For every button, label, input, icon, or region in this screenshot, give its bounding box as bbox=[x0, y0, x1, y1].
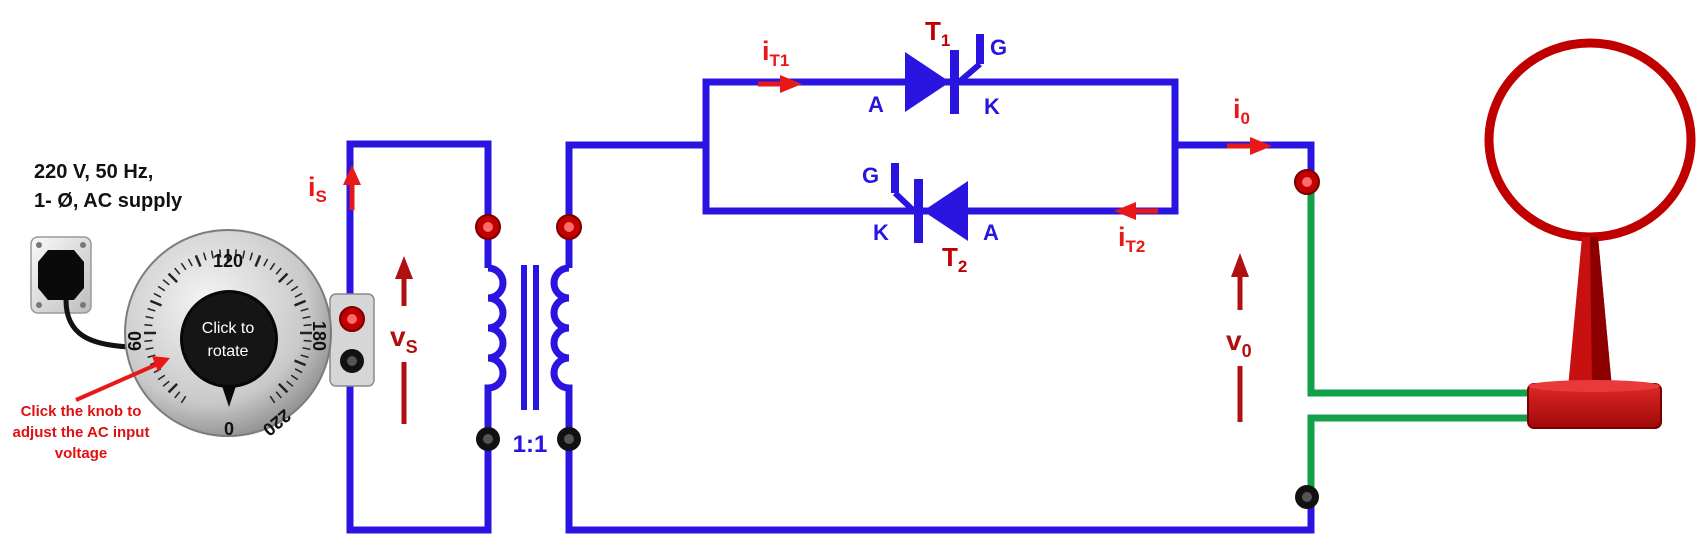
dial-label-120: 120 bbox=[213, 251, 243, 271]
transformer-core-right bbox=[533, 265, 539, 410]
dial-tick bbox=[144, 324, 153, 327]
dial-tick bbox=[145, 347, 154, 351]
dial-tick bbox=[194, 254, 202, 267]
dial-tick bbox=[294, 299, 307, 307]
supply-line-2: 1- Ø, AC supply bbox=[34, 190, 183, 212]
supply-cable bbox=[63, 299, 131, 350]
secondary-coil bbox=[550, 264, 573, 438]
dial-tick bbox=[174, 267, 181, 275]
dial-ticks bbox=[144, 249, 312, 404]
dial-tick bbox=[286, 380, 294, 387]
dial-tick bbox=[145, 315, 154, 319]
t2-anode-label: A bbox=[983, 220, 999, 245]
t1-anode-label: A bbox=[868, 92, 884, 117]
dial-tick bbox=[275, 267, 282, 275]
turns-ratio: 1:1 bbox=[513, 431, 548, 458]
dial-tick bbox=[147, 307, 156, 312]
dial-tick bbox=[286, 279, 294, 286]
probe-leads bbox=[1307, 182, 1530, 500]
rotate-knob-label[interactable]: Click to rotate bbox=[201, 320, 255, 360]
io-label: i0 bbox=[1233, 94, 1250, 128]
dial-tick bbox=[302, 315, 311, 319]
supply-line-1: 220 V, 50 Hz, bbox=[34, 161, 154, 183]
transformer-core-left bbox=[521, 265, 527, 410]
it1-label: iT1 bbox=[762, 36, 789, 70]
t2-gate-label: G bbox=[862, 163, 879, 188]
dial-tick bbox=[157, 374, 166, 381]
dial-tick bbox=[254, 254, 262, 267]
rotate-knob[interactable] bbox=[180, 290, 278, 407]
dial-label-60: 60 bbox=[125, 331, 145, 351]
t2-cathode-label: K bbox=[873, 220, 889, 245]
supply-spec-label: 220 V, 50 Hz, 1- Ø, AC supply bbox=[34, 158, 182, 216]
dial-tick bbox=[278, 272, 289, 283]
probe-loop bbox=[1484, 38, 1696, 429]
dial-tick bbox=[294, 368, 303, 374]
current-it2: iT2 bbox=[1114, 202, 1158, 256]
voltage-vs: vS bbox=[390, 256, 418, 424]
dial-label-180: 180 bbox=[309, 321, 329, 351]
probe-ring bbox=[1484, 38, 1696, 242]
vo-label: v0 bbox=[1226, 325, 1252, 361]
transformer: 1:1 bbox=[484, 238, 573, 458]
dial-tick bbox=[210, 250, 214, 259]
dial-tick bbox=[219, 249, 222, 258]
current-is: iS bbox=[308, 165, 361, 210]
thyristor-t1: T1 A K G bbox=[868, 16, 1007, 119]
power-socket bbox=[30, 236, 131, 350]
dial-tick bbox=[187, 258, 193, 267]
dial-tick bbox=[303, 324, 312, 327]
vs-label: vS bbox=[390, 321, 418, 357]
t1-cathode-label: K bbox=[984, 94, 1000, 119]
dial-tick bbox=[290, 285, 299, 292]
primary-loop-wire bbox=[346, 140, 492, 534]
dial-tick bbox=[300, 307, 309, 312]
primary-coil bbox=[484, 264, 507, 438]
variac: 120 60 180 0 220 bbox=[124, 229, 375, 440]
dial-tick bbox=[249, 252, 254, 261]
dial-tick bbox=[278, 383, 289, 394]
hint-arrow bbox=[75, 356, 170, 402]
dial-tick bbox=[144, 339, 153, 342]
knob-hint-text: Click the knob to adjust the AC input vo… bbox=[12, 403, 150, 462]
dial-tick bbox=[263, 258, 269, 267]
dial-tick bbox=[180, 262, 187, 271]
dial-tick bbox=[174, 391, 181, 399]
is-label: iS bbox=[308, 172, 327, 206]
dial-tick bbox=[162, 380, 170, 387]
t2-label: T2 bbox=[942, 242, 967, 276]
t1-label: T1 bbox=[925, 16, 950, 50]
thyristor-t2: T2 A K G bbox=[862, 163, 999, 276]
dial-tick bbox=[302, 347, 311, 351]
terminals bbox=[475, 169, 1320, 509]
dial-tick bbox=[269, 395, 276, 404]
dial-tick bbox=[162, 279, 170, 286]
dial-tick bbox=[234, 249, 237, 258]
dial-tick bbox=[180, 395, 187, 404]
voltage-vo: v0 bbox=[1226, 253, 1252, 422]
dial-tick bbox=[269, 262, 276, 271]
dial-tick bbox=[202, 252, 207, 261]
dial-tick bbox=[294, 359, 307, 367]
secondary-loop-wire bbox=[565, 78, 1315, 534]
dial-tick bbox=[300, 354, 309, 359]
dial-tick bbox=[275, 391, 282, 399]
dial-tick bbox=[303, 339, 312, 342]
it2-label: iT2 bbox=[1118, 222, 1145, 256]
current-io: i0 bbox=[1227, 94, 1272, 155]
t1-gate-label: G bbox=[990, 35, 1007, 60]
dial-tick bbox=[157, 285, 166, 292]
dial-tick bbox=[149, 299, 162, 307]
dial-tick bbox=[242, 250, 246, 259]
dial-tick bbox=[167, 272, 178, 283]
dial-tick bbox=[290, 374, 299, 381]
dial-tick bbox=[294, 292, 303, 298]
current-it1: iT1 bbox=[758, 36, 802, 93]
dial-tick bbox=[147, 354, 156, 359]
dial-label-0: 0 bbox=[224, 419, 234, 439]
dial-tick bbox=[167, 383, 178, 394]
dial-tick bbox=[153, 292, 162, 298]
